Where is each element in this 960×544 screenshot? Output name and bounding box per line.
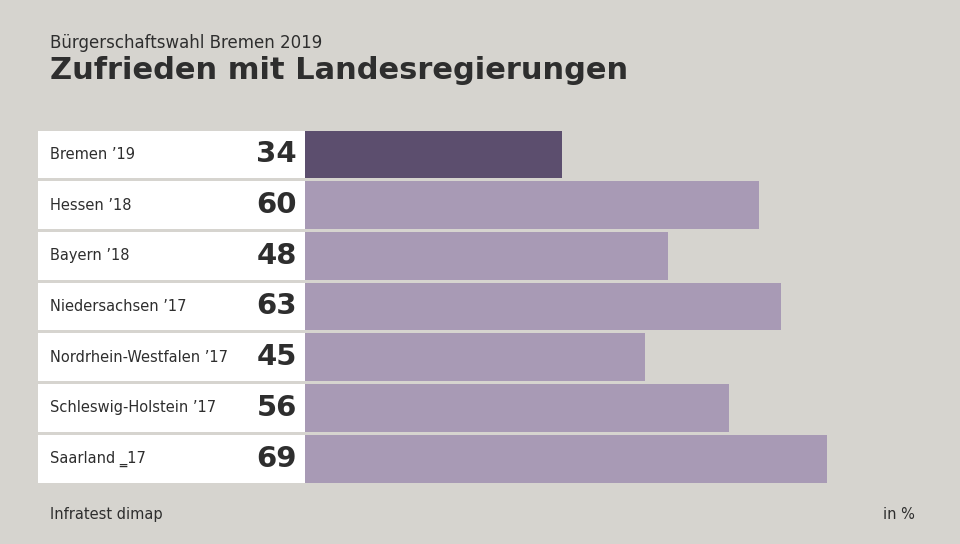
Bar	[305, 131, 563, 178]
Text: 45: 45	[256, 343, 297, 371]
Text: Infratest dimap: Infratest dimap	[50, 507, 162, 522]
Bar	[38, 131, 305, 178]
Bar	[38, 333, 305, 381]
Text: Bayern ’18: Bayern ’18	[50, 248, 130, 263]
Text: Schleswig-Holstein ’17: Schleswig-Holstein ’17	[50, 400, 216, 416]
Bar	[38, 181, 305, 229]
Text: Hessen ’18: Hessen ’18	[50, 197, 132, 213]
Text: 63: 63	[256, 293, 297, 320]
Bar	[305, 435, 827, 483]
Bar	[305, 384, 729, 432]
Text: 60: 60	[256, 191, 297, 219]
Bar	[305, 283, 781, 330]
Text: 34: 34	[256, 140, 297, 168]
Text: Bremen ’19: Bremen ’19	[50, 147, 135, 162]
Bar	[38, 384, 305, 432]
Bar	[305, 181, 758, 229]
Text: Saarland ‗17: Saarland ‗17	[50, 450, 146, 467]
Text: Zufrieden mit Landesregierungen: Zufrieden mit Landesregierungen	[50, 56, 628, 85]
Text: Nordrhein-Westfalen ’17: Nordrhein-Westfalen ’17	[50, 350, 228, 364]
Bar	[305, 232, 668, 280]
Text: Bürgerschaftswahl Bremen 2019: Bürgerschaftswahl Bremen 2019	[50, 34, 323, 52]
Text: 69: 69	[256, 444, 297, 473]
Text: Niedersachsen ’17: Niedersachsen ’17	[50, 299, 186, 314]
Text: in %: in %	[883, 507, 915, 522]
Bar	[38, 435, 305, 483]
Bar	[305, 333, 645, 381]
Bar	[38, 232, 305, 280]
Bar	[38, 283, 305, 330]
Text: 56: 56	[256, 394, 297, 422]
Text: 48: 48	[256, 242, 297, 270]
